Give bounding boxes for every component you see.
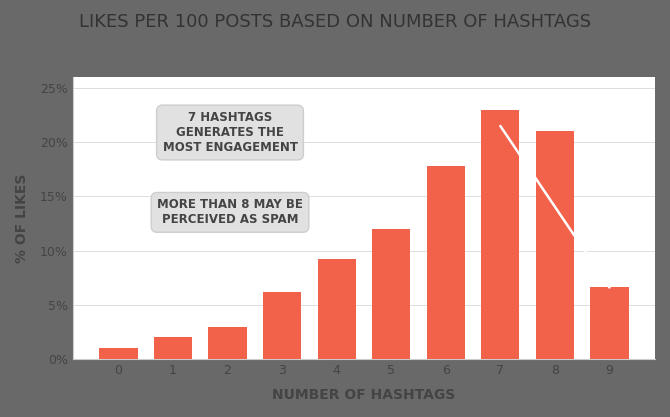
Bar: [590, 287, 628, 359]
Bar: [99, 348, 137, 359]
Text: LIKES PER 100 POSTS BASED ON NUMBER OF HASHTAGS: LIKES PER 100 POSTS BASED ON NUMBER OF H…: [79, 13, 591, 30]
X-axis label: NUMBER OF HASHTAGS: NUMBER OF HASHTAGS: [272, 388, 456, 402]
Text: 7 HASHTAGS
GENERATES THE
MOST ENGAGEMENT: 7 HASHTAGS GENERATES THE MOST ENGAGEMENT: [163, 111, 297, 154]
Bar: [536, 131, 574, 359]
Bar: [318, 259, 356, 359]
Bar: [208, 327, 247, 359]
Text: MORE THAN 8 MAY BE
PERCEIVED AS SPAM: MORE THAN 8 MAY BE PERCEIVED AS SPAM: [157, 198, 303, 226]
Bar: [481, 110, 519, 359]
Bar: [263, 292, 302, 359]
Bar: [372, 229, 410, 359]
Bar: [427, 166, 465, 359]
Y-axis label: % OF LIKES: % OF LIKES: [15, 173, 29, 263]
Bar: [154, 337, 192, 359]
